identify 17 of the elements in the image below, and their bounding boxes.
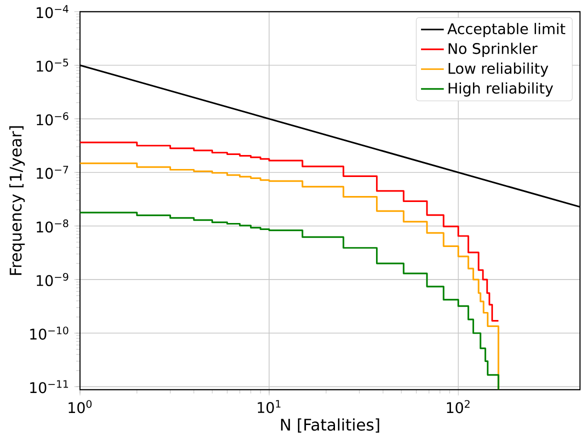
y-tick-label: 10$^{−10}$: [30, 326, 68, 340]
legend-label: No Sprinkler: [448, 42, 538, 57]
y-tick-label: 10$^{−4}$: [36, 5, 68, 18]
x-tick-label: 10$^{2}$: [446, 400, 470, 414]
y-tick-label: 10$^{−8}$: [36, 219, 68, 233]
y-tick-label: 10$^{−7}$: [36, 166, 68, 179]
y-axis-title: Frequency [1/year]: [9, 126, 25, 275]
y-tick-label: 10$^{−6}$: [36, 112, 68, 126]
x-tick-label: 10$^{1}$: [258, 400, 280, 414]
legend-label: Low reliability: [448, 62, 548, 77]
x-tick-label: 10$^{0}$: [68, 400, 92, 414]
x-axis-title: N [Fatalities]: [281, 418, 380, 433]
legend-label: Acceptable limit: [447, 22, 566, 38]
y-tick-label: 10$^{−9}$: [36, 272, 68, 286]
legend-label: High reliability: [448, 82, 554, 97]
y-tick-label: 10$^{−11}$: [30, 380, 68, 394]
y-tick-label: 10$^{−5}$: [36, 58, 68, 72]
